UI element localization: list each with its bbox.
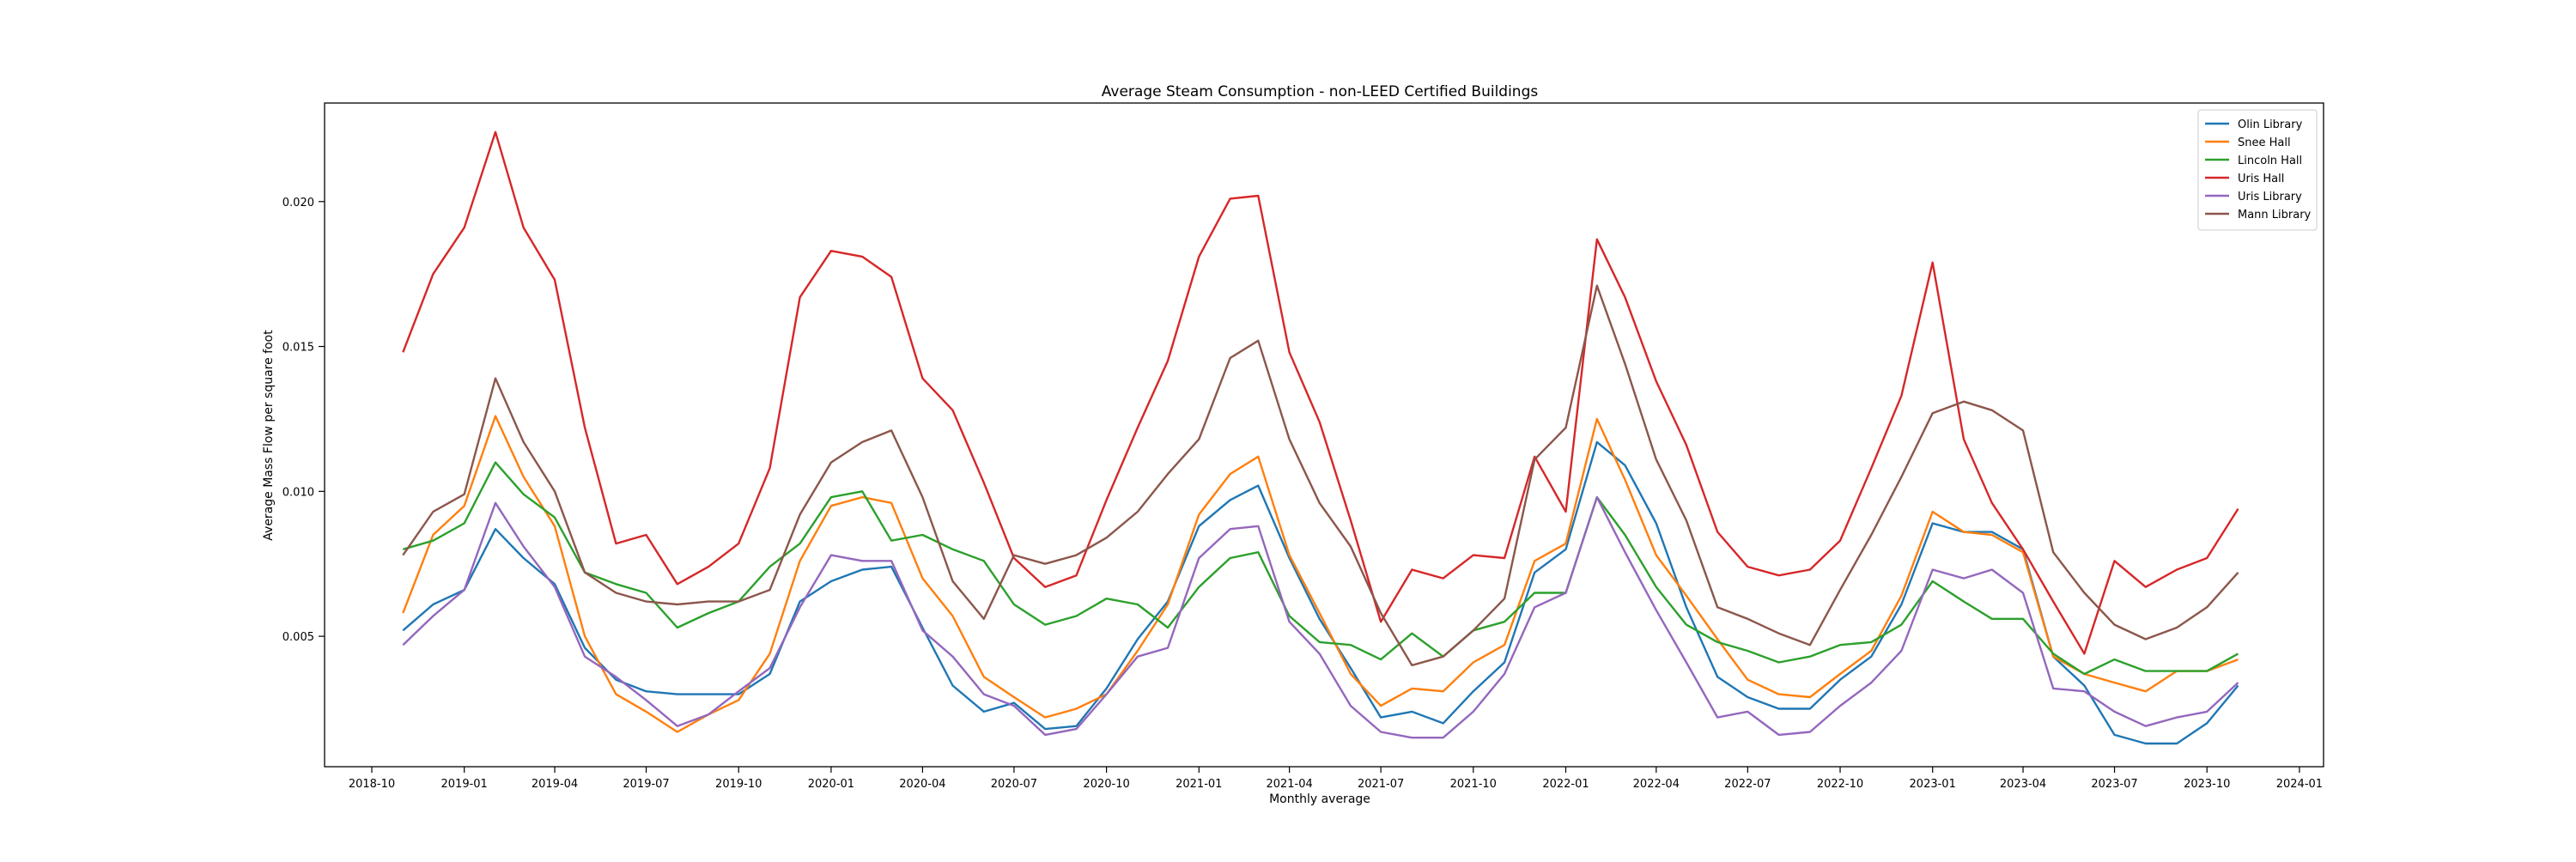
- x-tick-label: 2022-10: [1817, 778, 1863, 791]
- x-tick-label: 2022-01: [1542, 778, 1589, 791]
- y-tick-label: 0.010: [283, 486, 314, 499]
- series-line-0: [402, 440, 2239, 745]
- series-line-5: [402, 284, 2239, 667]
- x-tick-label: 2024-01: [2276, 778, 2323, 791]
- legend-label: Uris Hall: [2238, 173, 2284, 185]
- x-tick-label: 2022-07: [1724, 778, 1771, 791]
- x-tick-label: 2019-01: [441, 778, 488, 791]
- y-tick-label: 0.005: [283, 631, 314, 644]
- axes-frame: [324, 102, 2324, 768]
- x-tick-label: 2023-04: [2000, 778, 2046, 791]
- x-tick-label: 2020-07: [991, 778, 1037, 791]
- x-tick-label: 2021-01: [1176, 778, 1222, 791]
- legend-box: [2197, 109, 2318, 231]
- x-axis-label: Monthly average: [1269, 792, 1370, 806]
- x-tick-label: 2023-07: [2091, 778, 2137, 791]
- x-tick-label: 2020-10: [1083, 778, 1129, 791]
- legend-label: Olin Library: [2238, 118, 2303, 131]
- x-tick-label: 2019-07: [623, 778, 669, 791]
- y-axis-ticks: 0.005 0.010 0.015 0.020: [283, 197, 325, 644]
- x-tick-label: 2019-04: [532, 778, 578, 791]
- legend-label: Mann Library: [2238, 209, 2312, 222]
- legend-label: Lincoln Hall: [2238, 155, 2302, 167]
- y-axis-label: Average Mass Flow per square foot: [262, 330, 276, 541]
- x-tick-label: 2020-04: [899, 778, 945, 791]
- x-tick-label: 2021-07: [1358, 778, 1404, 791]
- legend: Olin Library Snee Hall Lincoln Hall Uris Ha…: [2197, 109, 2318, 231]
- series-line-4: [402, 495, 2239, 739]
- legend-label: Uris Library: [2238, 191, 2302, 203]
- series-line-1: [402, 415, 2239, 733]
- x-tick-label: 2023-10: [2184, 778, 2230, 791]
- y-tick-label: 0.020: [283, 197, 314, 209]
- chart-title: Average Steam Consumption - non-LEED Cer…: [1102, 83, 1539, 100]
- legend-label: Snee Hall: [2238, 137, 2291, 149]
- x-tick-label: 2021-04: [1266, 778, 1312, 791]
- series-line-3: [402, 131, 2239, 655]
- series-line-2: [402, 461, 2239, 676]
- x-axis-ticks: 2018-10 2019-01 2019-04 2019-07 2019-10 2020-…: [349, 767, 2323, 791]
- x-tick-label: 2018-10: [349, 778, 395, 791]
- plot-area: [324, 102, 2324, 768]
- x-tick-label: 2022-04: [1633, 778, 1680, 791]
- x-tick-label: 2023-01: [1910, 778, 1956, 791]
- x-tick-label: 2020-01: [808, 778, 854, 791]
- y-tick-label: 0.015: [283, 342, 314, 355]
- x-tick-label: 2019-10: [715, 778, 762, 791]
- x-tick-label: 2021-10: [1450, 778, 1497, 791]
